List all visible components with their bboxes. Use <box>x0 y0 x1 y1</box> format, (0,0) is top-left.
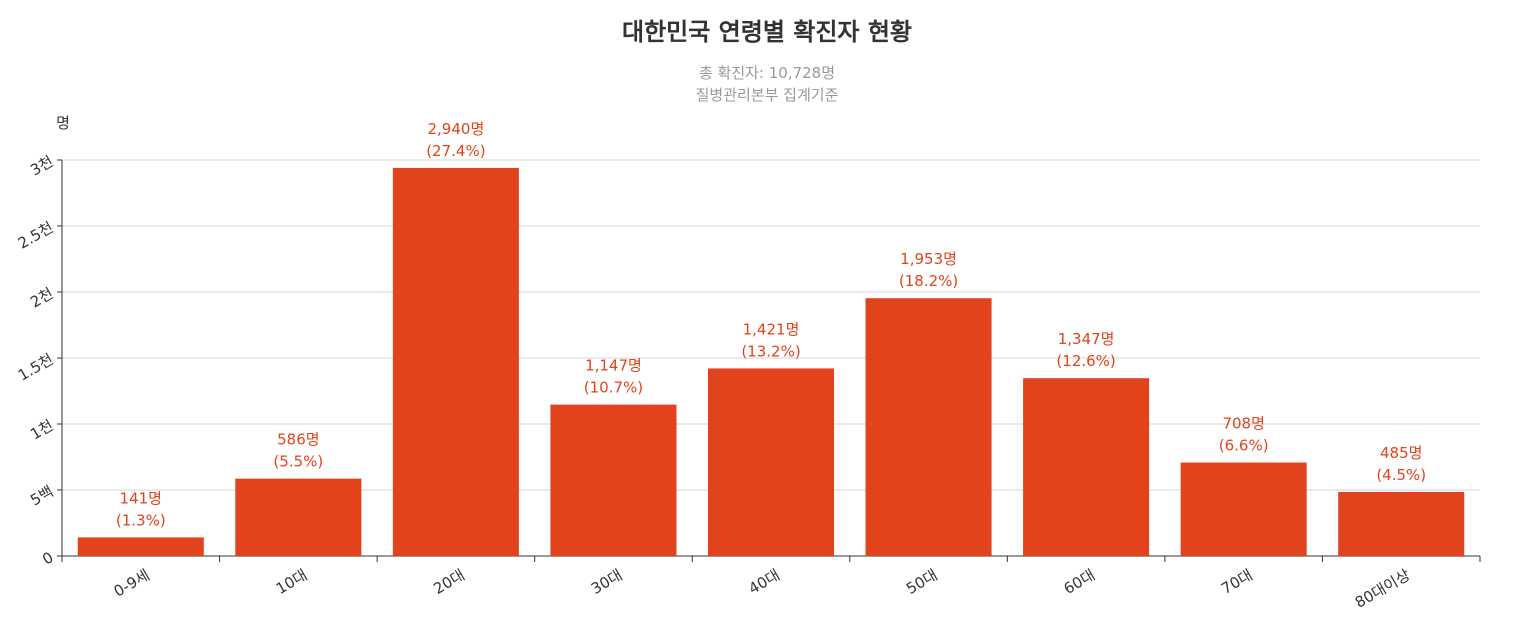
value-label: 1,953명 <box>900 250 957 268</box>
bar <box>77 537 204 556</box>
x-tick-label: 70대 <box>1218 566 1255 598</box>
share-label: (5.5%) <box>273 453 323 471</box>
share-label: (18.2%) <box>899 272 958 290</box>
subtitle: 질병관리본부 집계기준 <box>696 86 839 104</box>
y-tick-label: 5백 <box>27 482 56 509</box>
value-label: 1,147명 <box>585 357 642 375</box>
y-tick-label: 1천 <box>27 416 56 443</box>
y-tick-label: 2천 <box>27 284 56 311</box>
bar <box>865 298 992 556</box>
y-axis-label: 명 <box>56 114 70 132</box>
x-tick-label: 40대 <box>746 566 783 598</box>
bar <box>707 368 835 556</box>
bar <box>1338 491 1465 556</box>
bar <box>392 167 519 557</box>
x-tick-label: 80대이상 <box>1352 566 1414 612</box>
share-label: (10.7%) <box>584 379 643 397</box>
bar <box>550 404 677 556</box>
x-tick-label: 50대 <box>903 566 940 598</box>
y-tick-label: 3천 <box>27 152 56 179</box>
subtitle: 총 확진자: 10,728명 <box>699 64 835 82</box>
chart-title: 대한민국 연령별 확진자 현황 <box>622 18 912 46</box>
value-label: 1,421명 <box>743 320 800 338</box>
value-label: 485명 <box>1380 444 1422 462</box>
share-label: (4.5%) <box>1376 466 1426 484</box>
value-label: 586명 <box>277 431 319 449</box>
share-label: (1.3%) <box>116 511 166 529</box>
y-tick-label: 0 <box>39 548 56 568</box>
share-label: (6.6%) <box>1219 437 1269 455</box>
value-label: 708명 <box>1222 415 1264 433</box>
bar <box>1023 378 1150 556</box>
x-tick-label: 10대 <box>273 566 310 598</box>
bar <box>1180 462 1307 556</box>
share-label: (12.6%) <box>1056 352 1115 370</box>
share-label: (13.2%) <box>741 342 800 360</box>
value-label: 141명 <box>120 489 162 507</box>
x-tick-label: 0-9세 <box>111 566 153 601</box>
y-tick-label: 1.5천 <box>15 350 57 384</box>
bar <box>235 478 362 556</box>
x-tick-label: 60대 <box>1061 566 1098 598</box>
x-tick-label: 30대 <box>588 566 625 598</box>
share-label: (27.4%) <box>426 142 485 160</box>
x-tick-label: 20대 <box>430 566 467 598</box>
value-label: 2,940명 <box>428 120 485 138</box>
value-label: 1,347명 <box>1058 330 1115 348</box>
y-tick-label: 2.5천 <box>15 218 57 252</box>
